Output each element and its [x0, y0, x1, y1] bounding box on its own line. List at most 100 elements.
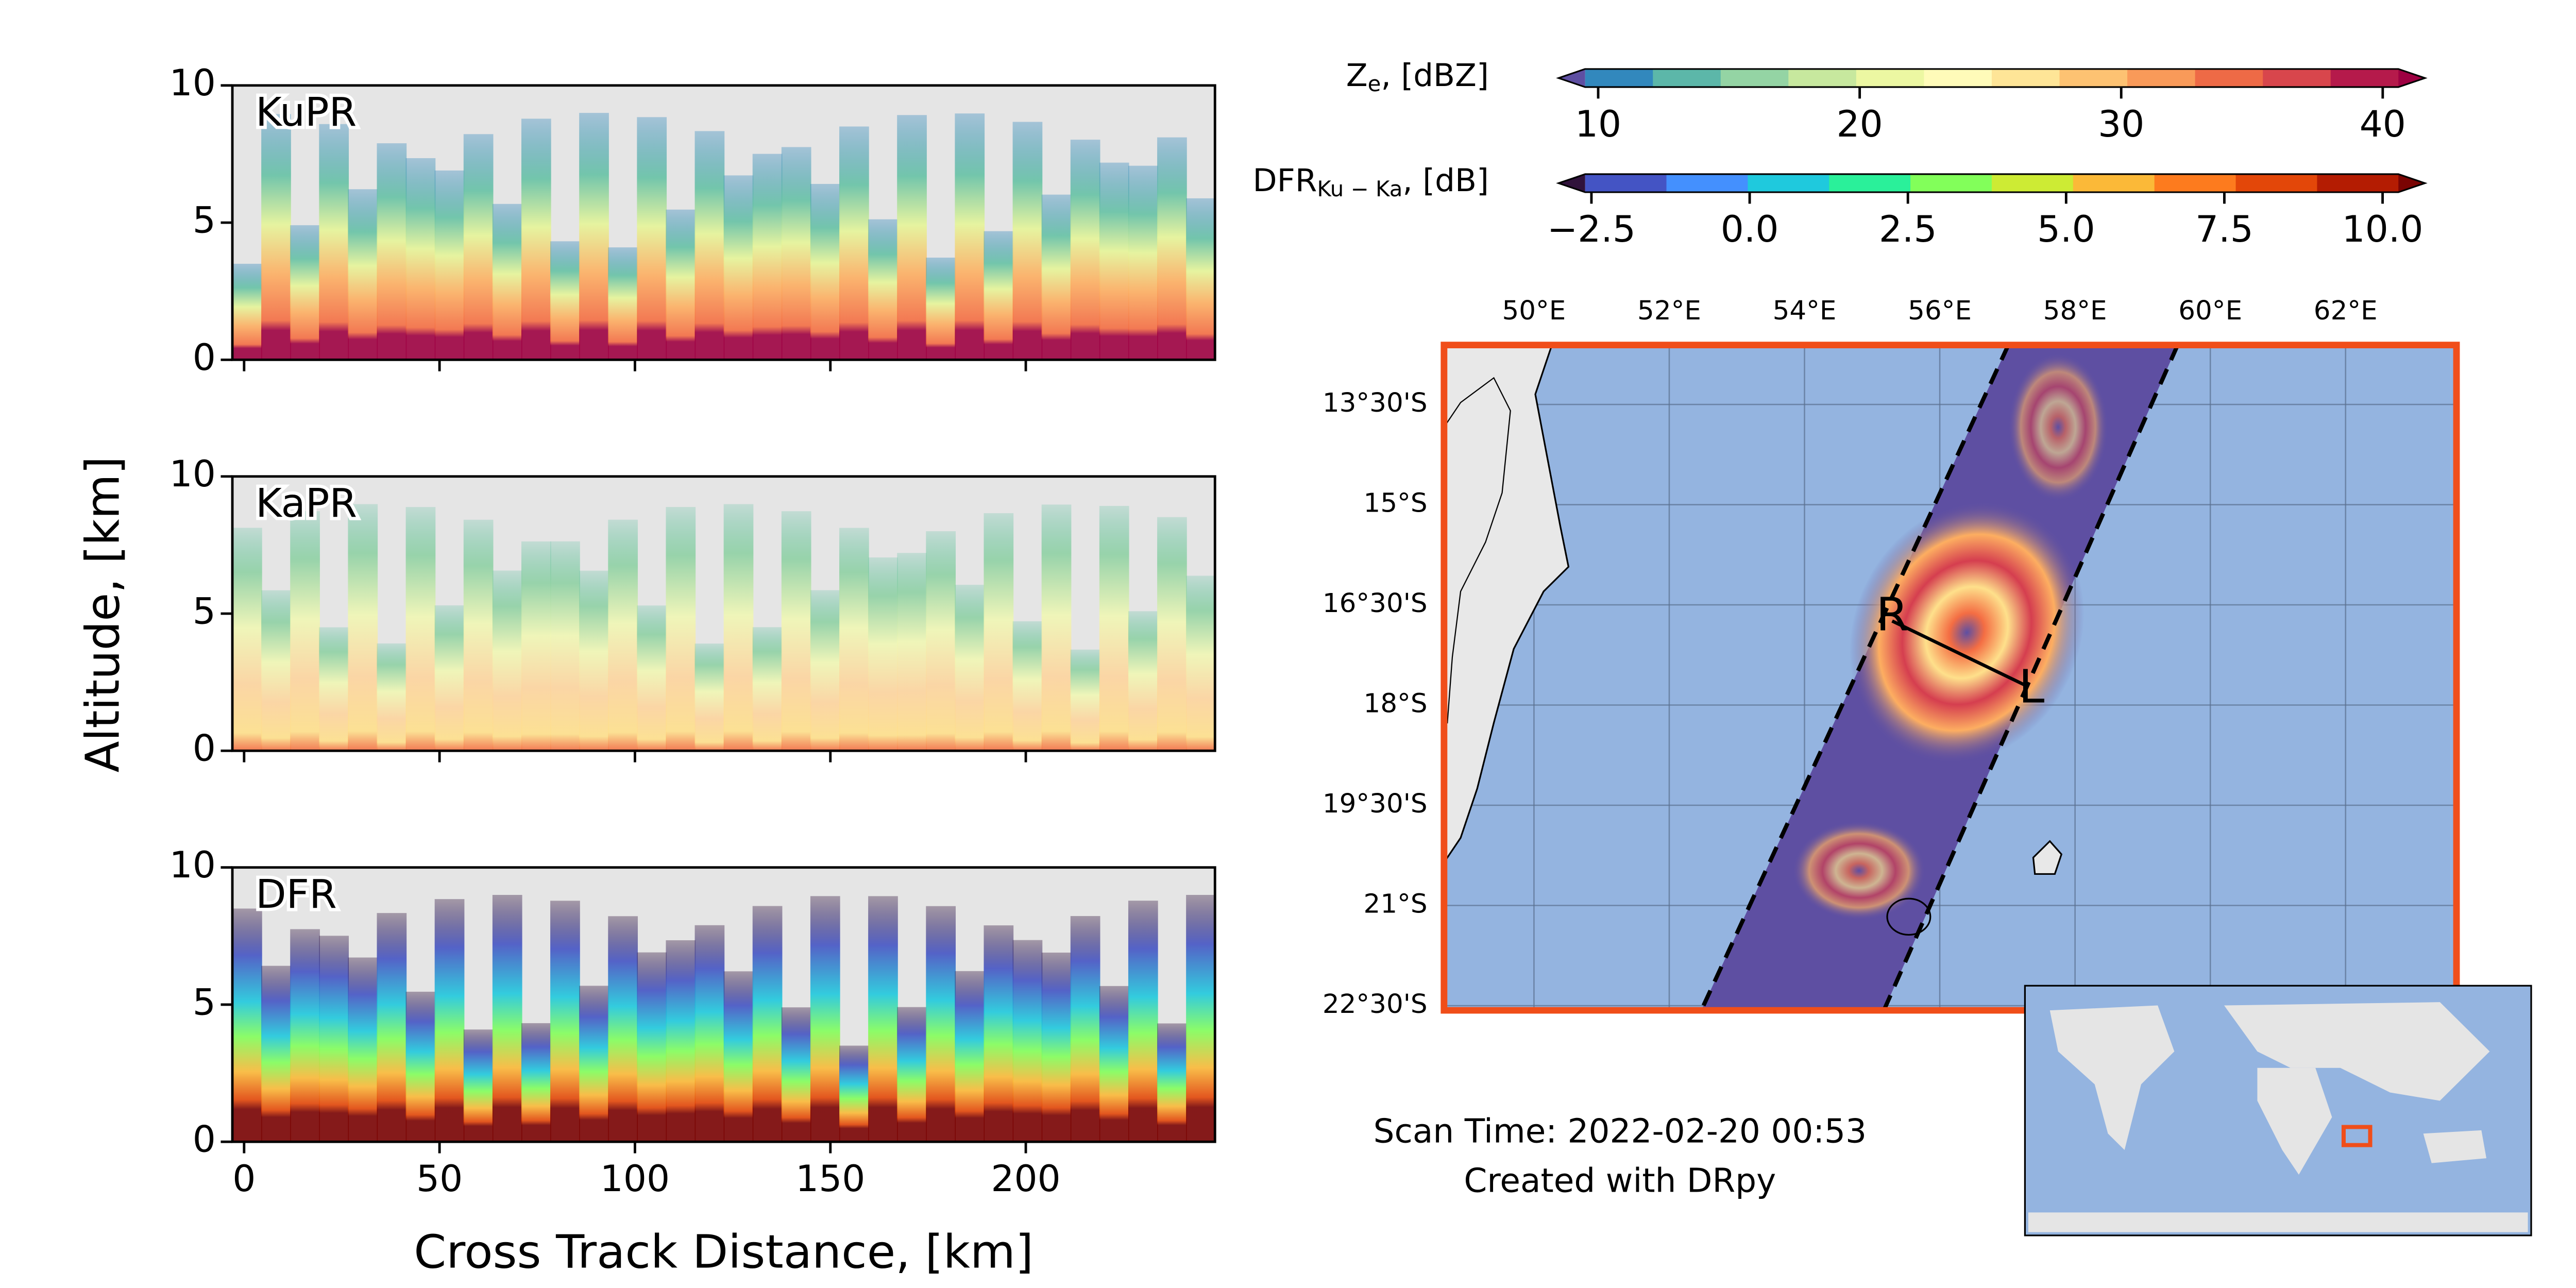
- colorbar-tick-label: 2.5: [1879, 208, 1937, 250]
- radar-imagery: [1157, 517, 1187, 751]
- colorbar-segment: [2263, 69, 2331, 88]
- radar-imagery: [781, 511, 811, 751]
- radar-imagery: [637, 952, 667, 1142]
- label-unit: , [dB]: [1402, 162, 1488, 199]
- madagascar: [1443, 344, 1570, 866]
- radar-imagery: [550, 541, 580, 751]
- label-main: DFR: [1253, 162, 1317, 199]
- radar-imagery: [637, 605, 667, 751]
- radar-imagery: [405, 158, 436, 360]
- panel-label: DFR: [256, 872, 337, 918]
- inset-highlight: [2341, 1125, 2372, 1147]
- colorbar-segment: [2127, 69, 2196, 88]
- radar-imagery: [666, 507, 696, 751]
- radar-imagery: [261, 590, 291, 751]
- island: [1886, 897, 1931, 936]
- label-sub: e: [1368, 71, 1381, 96]
- radar-imagery: [377, 643, 407, 751]
- radar-imagery: [232, 908, 262, 1142]
- radar-imagery: [1128, 901, 1158, 1142]
- radar-imagery: [868, 219, 898, 360]
- radar-imagery: [926, 906, 956, 1142]
- radar-imagery: [608, 519, 638, 751]
- y-tick-label: 0: [193, 336, 216, 379]
- radar-imagery: [232, 263, 262, 360]
- credit: Created with DRpy: [1464, 1162, 1776, 1200]
- radar-imagery: [521, 1023, 551, 1142]
- radar-imagery: [550, 241, 580, 360]
- radar-imagery: [868, 896, 898, 1142]
- inset-land: [2423, 1130, 2487, 1163]
- radar-imagery: [579, 986, 609, 1142]
- inset-land: [2257, 1067, 2332, 1175]
- colorbar-segment: [2330, 69, 2399, 88]
- radar-imagery: [1128, 165, 1158, 360]
- radar-imagery: [1041, 952, 1072, 1142]
- radar-imagery: [579, 113, 609, 360]
- radar-imagery: [521, 541, 551, 751]
- x-axis-label: Cross Track Distance, [km]: [414, 1226, 1033, 1279]
- radar-imagery: [897, 553, 927, 751]
- y-tick-label: 5: [193, 199, 216, 242]
- colorbar-segment: [2073, 174, 2155, 193]
- radar-imagery: [694, 925, 725, 1142]
- colorbar-frame: [1556, 173, 2428, 193]
- colorbar-segment: [1585, 69, 1654, 88]
- lat-tick-label: 19°30'S: [1323, 788, 1428, 819]
- map-frame: [1440, 342, 2460, 1014]
- colorbar-segment: [1666, 174, 1749, 193]
- colorbar-tick-label: 7.5: [2195, 208, 2253, 250]
- lon-tick-label: 52°E: [1637, 295, 1701, 326]
- inset-land: [2028, 1212, 2528, 1232]
- colorbar-tick-label: 20: [1837, 103, 1883, 145]
- radar-imagery: [579, 570, 609, 751]
- radar-imagery: [926, 531, 956, 751]
- label-unit: , [dBZ]: [1381, 57, 1488, 94]
- colorbar-segment: [1910, 174, 1992, 193]
- radar-imagery: [955, 585, 985, 751]
- radar-imagery: [752, 906, 783, 1142]
- colorbar-under: [1558, 69, 1585, 88]
- radar-imagery: [1186, 894, 1216, 1142]
- colorbar-segment: [1829, 174, 1911, 193]
- radar-imagery: [955, 971, 985, 1142]
- radar-imagery: [290, 511, 320, 751]
- colorbar-tick-label: 10: [1575, 103, 1621, 145]
- lon-tick-label: 56°E: [1908, 295, 1972, 326]
- colorbar-segment: [1653, 69, 1721, 88]
- start-label: R: [1876, 588, 1908, 641]
- radar-imagery: [1186, 198, 1216, 360]
- radar-imagery: [984, 231, 1014, 360]
- radar-imagery: [290, 929, 320, 1142]
- inset-map: [2024, 985, 2532, 1236]
- radar-imagery: [1070, 649, 1100, 751]
- radar-imagery: [261, 965, 291, 1142]
- swath-edge: [1699, 344, 2010, 1011]
- label-main: Z: [1346, 57, 1368, 94]
- y-tick-label: 10: [170, 62, 216, 105]
- radar-imagery: [926, 258, 956, 360]
- lat-tick-label: 16°30'S: [1323, 588, 1428, 619]
- rainband: [2008, 353, 2108, 501]
- lat-tick-label: 18°S: [1364, 688, 1428, 719]
- colorbar-over: [2398, 69, 2425, 88]
- radar-imagery: [521, 118, 551, 360]
- label-sub: Ku − Ka: [1317, 176, 1402, 201]
- x-tick-label: 50: [416, 1158, 463, 1200]
- y-tick-label: 0: [193, 1118, 216, 1161]
- colorbar-segment: [1720, 69, 1789, 88]
- colorbar-segment: [2235, 174, 2318, 193]
- colorbar-tick-label: 10.0: [2342, 208, 2424, 250]
- radar-imagery: [1041, 194, 1072, 360]
- colorbar-segment: [2317, 174, 2399, 193]
- radar-imagery: [984, 513, 1014, 751]
- colorbar-segment: [1991, 174, 2074, 193]
- radar-imagery: [348, 189, 378, 360]
- lat-tick-label: 15°S: [1364, 488, 1428, 519]
- lon-tick-label: 50°E: [1502, 295, 1566, 326]
- radar-imagery: [781, 147, 811, 360]
- lon-tick-label: 54°E: [1773, 295, 1837, 326]
- radar-imagery: [463, 134, 494, 360]
- radar-imagery: [1012, 621, 1043, 751]
- inset-land: [2224, 1002, 2490, 1101]
